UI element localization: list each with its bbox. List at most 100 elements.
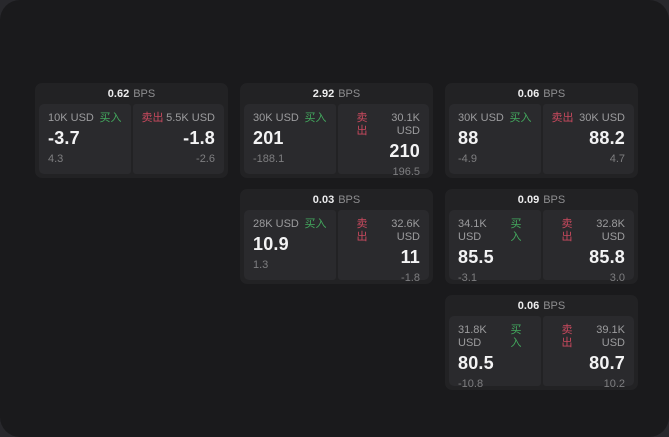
bps-value: 0.09: [517, 193, 540, 206]
card-body: 28K USD 买入 10.9 1.3 卖出 32.6K USD 11 -1.8: [244, 210, 429, 284]
bps-unit: BPS: [543, 299, 566, 312]
buy-tag: 买入: [304, 112, 327, 124]
buy-panel[interactable]: 34.1K USD 买入 85.5 -3.1: [449, 210, 541, 284]
sell-tag: 卖出: [561, 324, 573, 349]
sell-panel[interactable]: 卖出 32.8K USD 85.8 3.0: [542, 210, 634, 284]
buy-delta: -3.1: [458, 272, 477, 284]
card-body: 30K USD 买入 88 -4.9 卖出 30K USD 88.2 4.7: [449, 104, 634, 174]
sell-price: 88.2: [589, 128, 625, 148]
sell-price: 85.8: [589, 247, 625, 267]
bps-unit: BPS: [543, 87, 566, 100]
buy-amount: 30K USD: [458, 112, 504, 124]
buy-tag: 买入: [510, 324, 522, 349]
sell-label-row: 卖出 5.5K USD: [142, 112, 216, 125]
sell-tag: 卖出: [356, 218, 368, 243]
buy-delta: -188.1: [253, 153, 285, 165]
buy-tag: 买入: [509, 112, 532, 124]
card-header: 0.62 BPS: [35, 83, 228, 104]
card-header: 0.09 BPS: [445, 189, 638, 210]
sell-delta: -2.6: [196, 153, 215, 165]
sell-label-row: 卖出 39.1K USD: [552, 324, 625, 350]
bps-value: 0.03: [312, 193, 335, 206]
quote-card: 0.06 BPS 30K USD 买入 88 -4.9 卖出 30K USD: [445, 83, 638, 178]
card-header: 2.92 BPS: [240, 83, 433, 104]
buy-panel[interactable]: 31.8K USD 买入 80.5 -10.8: [449, 316, 541, 390]
sell-tag: 卖出: [356, 112, 368, 137]
sell-label-row: 卖出 32.6K USD: [347, 218, 420, 244]
buy-panel[interactable]: 30K USD 买入 201 -188.1: [244, 104, 336, 174]
buy-panel[interactable]: 30K USD 买入 88 -4.9: [449, 104, 541, 174]
buy-amount: 30K USD: [253, 112, 299, 124]
sell-panel[interactable]: 卖出 32.6K USD 11 -1.8: [337, 210, 429, 284]
bps-value: 0.62: [107, 87, 130, 100]
card-body: 34.1K USD 买入 85.5 -3.1 卖出 32.8K USD 85.8…: [449, 210, 634, 284]
sell-delta: 3.0: [609, 272, 625, 284]
card-header: 0.06 BPS: [445, 83, 638, 104]
sell-delta: 196.5: [392, 166, 420, 178]
sell-panel[interactable]: 卖出 5.5K USD -1.8 -2.6: [132, 104, 224, 174]
buy-label-row: 30K USD 买入: [253, 112, 327, 125]
buy-label-row: 10K USD 买入: [48, 112, 122, 125]
card-body: 30K USD 买入 201 -188.1 卖出 30.1K USD 210 1…: [244, 104, 429, 178]
bps-unit: BPS: [338, 87, 361, 100]
bps-value: 2.92: [312, 87, 335, 100]
sell-label-row: 卖出 30.1K USD: [347, 112, 420, 138]
quote-card: 0.62 BPS 10K USD 买入 -3.7 4.3 卖出 5.5K USD: [35, 83, 228, 178]
bps-value: 0.06: [517, 299, 540, 312]
buy-amount: 34.1K USD: [458, 218, 487, 243]
sell-price: 210: [389, 141, 420, 161]
buy-price: 201: [253, 128, 284, 148]
buy-amount: 31.8K USD: [458, 324, 487, 349]
sell-panel[interactable]: 卖出 39.1K USD 80.7 10.2: [542, 316, 634, 390]
buy-label-row: 31.8K USD 买入: [458, 324, 532, 350]
card-body: 10K USD 买入 -3.7 4.3 卖出 5.5K USD -1.8 -2.…: [39, 104, 224, 174]
card-body: 31.8K USD 买入 80.5 -10.8 卖出 39.1K USD 80.…: [449, 316, 634, 390]
sell-amount: 32.8K USD: [596, 218, 625, 243]
sell-delta: 4.7: [609, 153, 625, 165]
buy-price: -3.7: [48, 128, 80, 148]
sell-price: 11: [400, 247, 420, 267]
bps-unit: BPS: [543, 193, 566, 206]
sell-amount: 5.5K USD: [166, 112, 215, 124]
sell-tag: 卖出: [561, 218, 573, 243]
sell-amount: 30K USD: [579, 112, 625, 124]
buy-panel[interactable]: 10K USD 买入 -3.7 4.3: [39, 104, 131, 174]
buy-price: 88: [458, 128, 479, 148]
bps-value: 0.06: [517, 87, 540, 100]
buy-price: 10.9: [253, 234, 289, 254]
buy-label-row: 30K USD 买入: [458, 112, 532, 125]
sell-tag: 卖出: [551, 112, 574, 124]
quote-card: 0.06 BPS 31.8K USD 买入 80.5 -10.8 卖出 39.1…: [445, 295, 638, 390]
buy-price: 80.5: [458, 353, 494, 373]
sell-price: -1.8: [183, 128, 215, 148]
buy-panel[interactable]: 28K USD 买入 10.9 1.3: [244, 210, 336, 280]
buy-tag: 买入: [99, 112, 122, 124]
buy-amount: 28K USD: [253, 218, 299, 230]
sell-delta: 10.2: [603, 378, 625, 390]
buy-tag: 买入: [304, 218, 327, 230]
sell-delta: -1.8: [401, 272, 420, 284]
sell-panel[interactable]: 卖出 30.1K USD 210 196.5: [337, 104, 429, 178]
buy-delta: 1.3: [253, 259, 269, 271]
quote-card: 2.92 BPS 30K USD 买入 201 -188.1 卖出 30.1K …: [240, 83, 433, 178]
buy-delta: 4.3: [48, 153, 64, 165]
sell-amount: 32.6K USD: [391, 218, 420, 243]
buy-delta: -4.9: [458, 153, 477, 165]
buy-label-row: 28K USD 买入: [253, 218, 327, 231]
buy-delta: -10.8: [458, 378, 484, 390]
sell-amount: 30.1K USD: [391, 112, 420, 137]
bps-unit: BPS: [338, 193, 361, 206]
sell-panel[interactable]: 卖出 30K USD 88.2 4.7: [542, 104, 634, 174]
card-header: 0.06 BPS: [445, 295, 638, 316]
buy-label-row: 34.1K USD 买入: [458, 218, 532, 244]
sell-label-row: 卖出 32.8K USD: [552, 218, 625, 244]
buy-amount: 10K USD: [48, 112, 94, 124]
quote-card-grid: 0.62 BPS 10K USD 买入 -3.7 4.3 卖出 5.5K USD: [35, 83, 638, 390]
card-header: 0.03 BPS: [240, 189, 433, 210]
sell-label-row: 卖出 30K USD: [552, 112, 626, 125]
sell-price: 80.7: [589, 353, 625, 373]
sell-tag: 卖出: [141, 112, 164, 124]
quote-card: 0.03 BPS 28K USD 买入 10.9 1.3 卖出 32.6K US…: [240, 189, 433, 284]
buy-tag: 买入: [510, 218, 522, 243]
